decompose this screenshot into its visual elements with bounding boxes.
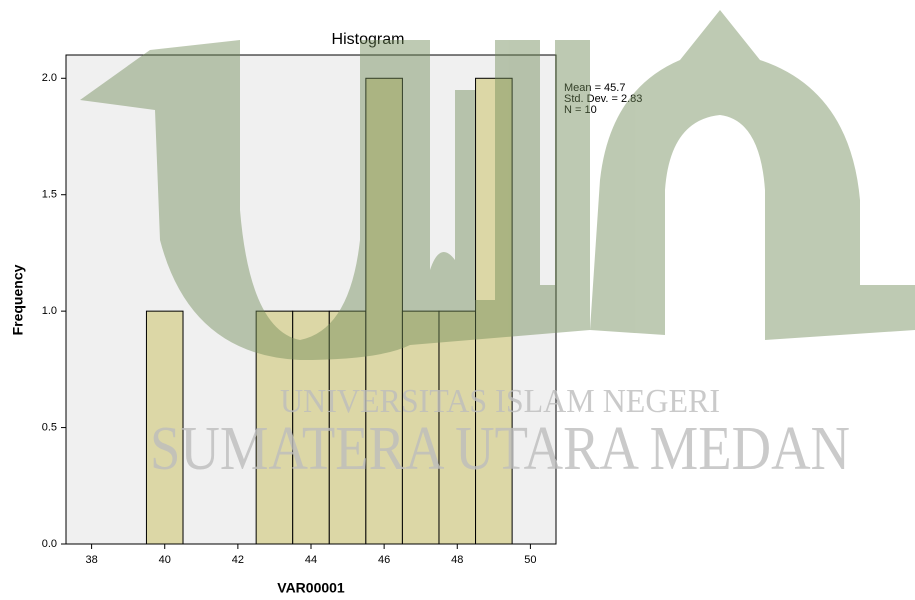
watermark-text: UNIVERSITAS ISLAM NEGERI	[280, 383, 720, 420]
y-tick-label: 0.5	[42, 421, 57, 433]
marks: 0.0 0.5 1.0 1.5 2.0 38 40 42 44 46 48 50	[42, 72, 537, 566]
bar	[292, 310, 330, 545]
bar	[255, 310, 294, 545]
bar	[475, 77, 513, 545]
logo-shape	[80, 40, 590, 360]
y-tick-label: 1.0	[42, 305, 57, 317]
bar	[438, 310, 477, 545]
x-tick-label: 44	[305, 554, 317, 566]
stats-text: Mean = 45.7	[564, 82, 625, 94]
y-axis-label: Frequency	[10, 264, 26, 335]
x-tick-label: 42	[232, 554, 244, 566]
bar	[145, 310, 184, 545]
watermark-logo	[80, 10, 915, 360]
x-tick-label: 40	[159, 554, 171, 566]
x-tick-label: 38	[85, 554, 97, 566]
y-tick-label: 0.0	[42, 538, 57, 550]
bar	[401, 310, 440, 545]
y-tick-label: 1.5	[42, 189, 57, 201]
x-tick-label: 48	[451, 554, 463, 566]
x-axis-label: VAR00001	[277, 580, 345, 596]
y-tick-label: 2.0	[42, 72, 57, 84]
x-tick-label: 46	[378, 554, 390, 566]
chart-title: Histogram	[332, 31, 405, 48]
stats-text: Std. Dev. = 2.83	[564, 93, 642, 105]
watermark-text: SUMATERA UTARA MEDAN	[150, 415, 850, 483]
x-tick-label: 50	[524, 554, 536, 566]
logo-dome	[590, 10, 915, 340]
stats-text: N = 10	[564, 104, 597, 116]
bar	[365, 77, 403, 545]
bar	[328, 310, 367, 545]
